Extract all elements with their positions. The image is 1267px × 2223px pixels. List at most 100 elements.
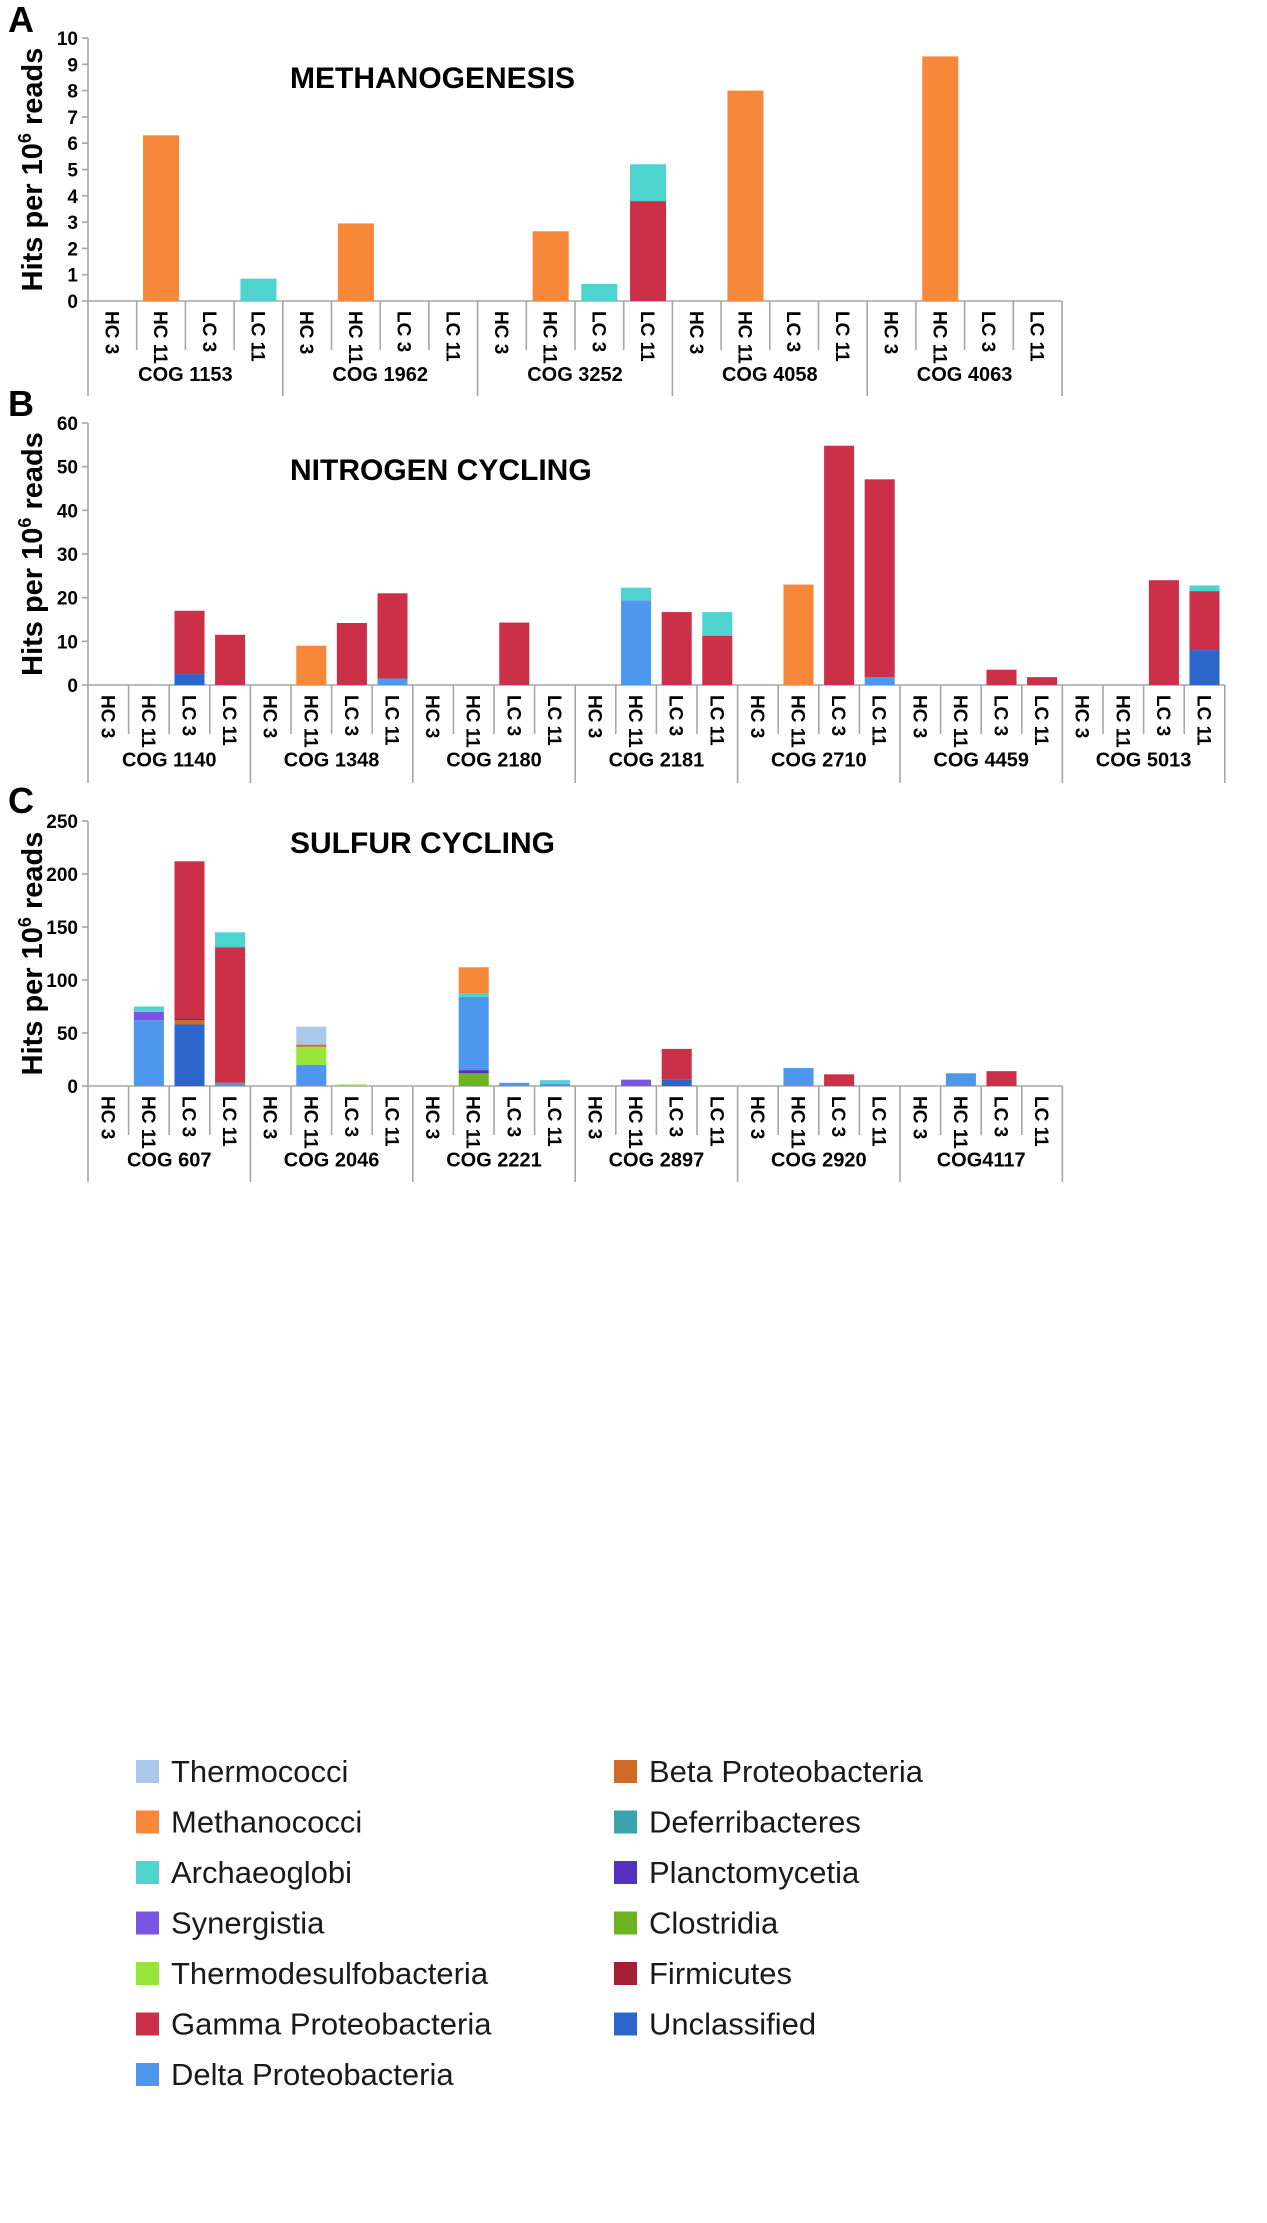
group-label: COG 2897	[609, 1150, 705, 1172]
group-label: COG 1153	[138, 364, 233, 386]
sample-label: HC 3	[908, 1096, 929, 1139]
legend-label: Delta Proteobacteria	[171, 2057, 454, 2092]
sample-label: LC 3	[178, 695, 199, 736]
bar-segment-gamma-proteobacteria	[499, 622, 530, 685]
y-tick-label: 7	[67, 108, 78, 129]
sample-label: HC 11	[462, 1096, 483, 1149]
bar-segment-gamma-proteobacteria	[661, 612, 692, 685]
y-tick-label: 6	[67, 134, 78, 155]
legend-label: Planctomycetia	[649, 1855, 860, 1890]
sample-label: LC 11	[381, 695, 402, 746]
sample-label: HC 3	[421, 1096, 442, 1139]
sample-label: LC 3	[198, 311, 219, 352]
sample-label: LC 3	[502, 695, 523, 736]
group-label: COG 2221	[446, 1150, 542, 1172]
legend-label: Thermodesulfobacteria	[171, 1956, 489, 1991]
sample-label: LC 11	[218, 695, 239, 746]
bar-segment-delta-proteobacteria	[621, 600, 652, 685]
sample-label: LC 3	[393, 311, 414, 352]
sample-label: HC 11	[787, 695, 808, 748]
bar-segment-beta-proteobacteria	[174, 1020, 205, 1025]
bar-segment-delta-proteobacteria	[377, 678, 408, 685]
sample-label: HC 3	[490, 311, 511, 354]
bar-segment-gamma-proteobacteria	[377, 593, 408, 679]
chart-panel-a: A METHANOGENESIS Hits per 106 reads 0 1 2 3 4 5 6…	[8, 0, 1063, 396]
y-tick-label: 60	[57, 414, 78, 435]
sample-label: LC 11	[868, 1096, 889, 1147]
sample-label: HC 11	[137, 1096, 158, 1149]
y-tick-label: 8	[67, 82, 78, 103]
legend-label: Methanococci	[171, 1805, 362, 1840]
y-tick-label: 250	[46, 812, 78, 833]
legend-label: Unclassified	[649, 2007, 816, 2042]
sample-label: HC 11	[462, 695, 483, 748]
sample-label: LC 11	[636, 311, 657, 362]
bar-segment-gamma-proteobacteria	[986, 1071, 1017, 1086]
bar-segment-unclassified	[174, 674, 205, 685]
sample-label: HC 11	[299, 695, 320, 748]
bar-segment-thermococci	[296, 1026, 327, 1045]
chart-panel-c: C SULFUR CYCLING Hits per 106 reads 0 50 100 1…	[8, 780, 1064, 1182]
bar-segment-unclassified	[661, 1079, 692, 1086]
y-tick-label: 4	[67, 187, 78, 208]
legend-label: Deferribacteres	[649, 1805, 861, 1840]
sample-label: LC 11	[1193, 695, 1214, 746]
y-tick-label: 50	[57, 458, 78, 479]
bar-segment-thermodesulfobacteria	[296, 1046, 327, 1065]
bar-segment-archaeoglobi	[458, 993, 489, 997]
sample-label: HC 11	[137, 695, 158, 748]
panel-letter: A	[8, 0, 34, 40]
sample-label: LC 3	[1152, 695, 1173, 736]
bar-segment-gamma-proteobacteria	[1027, 677, 1058, 685]
sample-label: HC 11	[344, 311, 365, 364]
bar-segment-thermodesulfobacteria	[336, 1084, 367, 1086]
legend-swatch	[136, 2012, 159, 2036]
bar-segment-gamma-proteobacteria	[630, 201, 667, 301]
sample-label: HC 11	[949, 695, 970, 748]
sample-label: LC 3	[977, 311, 998, 352]
bar-segment-archaeoglobi	[1189, 585, 1220, 592]
sample-label: LC 11	[246, 311, 267, 362]
sample-label: HC 3	[584, 695, 605, 738]
sample-label: LC 3	[665, 695, 686, 736]
y-tick-label: 0	[67, 292, 78, 313]
y-tick-label: 10	[57, 29, 78, 50]
sample-label: HC 3	[908, 695, 929, 738]
bar-segment-delta-proteobacteria	[133, 1020, 164, 1086]
bar-segment-unclassified	[174, 1024, 205, 1086]
sample-label: HC 3	[259, 695, 280, 738]
sample-label: LC 11	[1030, 1096, 1051, 1147]
y-tick-label: 5	[67, 161, 78, 182]
bar-segment-delta-proteobacteria	[458, 996, 489, 1071]
sample-label: HC 11	[928, 311, 949, 364]
y-axis-label: Hits per 106 reads	[15, 432, 49, 676]
sample-label: HC 3	[100, 311, 121, 354]
y-tick-label: 10	[57, 632, 78, 653]
sample-label: HC 3	[880, 311, 901, 354]
legend-label: Clostridia	[649, 1906, 779, 1941]
y-tick-label: 20	[57, 589, 78, 610]
sample-label: LC 3	[827, 1096, 848, 1137]
chart-title: NITROGEN CYCLING	[290, 454, 592, 487]
sample-label: LC 11	[831, 311, 852, 362]
sample-label: HC 3	[421, 695, 442, 738]
y-tick-label: 3	[67, 213, 78, 234]
bar-segment-archaeoglobi	[133, 1006, 164, 1012]
sample-label: HC 11	[539, 311, 560, 364]
y-axis-label: Hits per 106 reads	[15, 48, 49, 292]
group-label: COG 607	[127, 1150, 211, 1172]
bar-segment-gamma-proteobacteria	[174, 861, 205, 1019]
sample-label: LC 3	[665, 1096, 686, 1137]
sample-label: HC 3	[295, 311, 316, 354]
sample-label: HC 3	[96, 1096, 117, 1139]
bar-segment-delta-proteobacteria	[783, 1067, 814, 1086]
sample-label: LC 3	[340, 695, 361, 736]
bar-segment-archaeoglobi	[581, 283, 618, 301]
sample-label: LC 11	[705, 695, 726, 746]
group-label: COG4117	[937, 1150, 1026, 1172]
y-tick-label: 100	[46, 971, 78, 992]
bar-segment-gamma-proteobacteria	[824, 1074, 855, 1086]
legend-label: Firmicutes	[649, 1956, 792, 1991]
group-label: COG 1962	[332, 364, 428, 386]
bar-segment-beta-proteobacteria	[296, 1044, 327, 1047]
